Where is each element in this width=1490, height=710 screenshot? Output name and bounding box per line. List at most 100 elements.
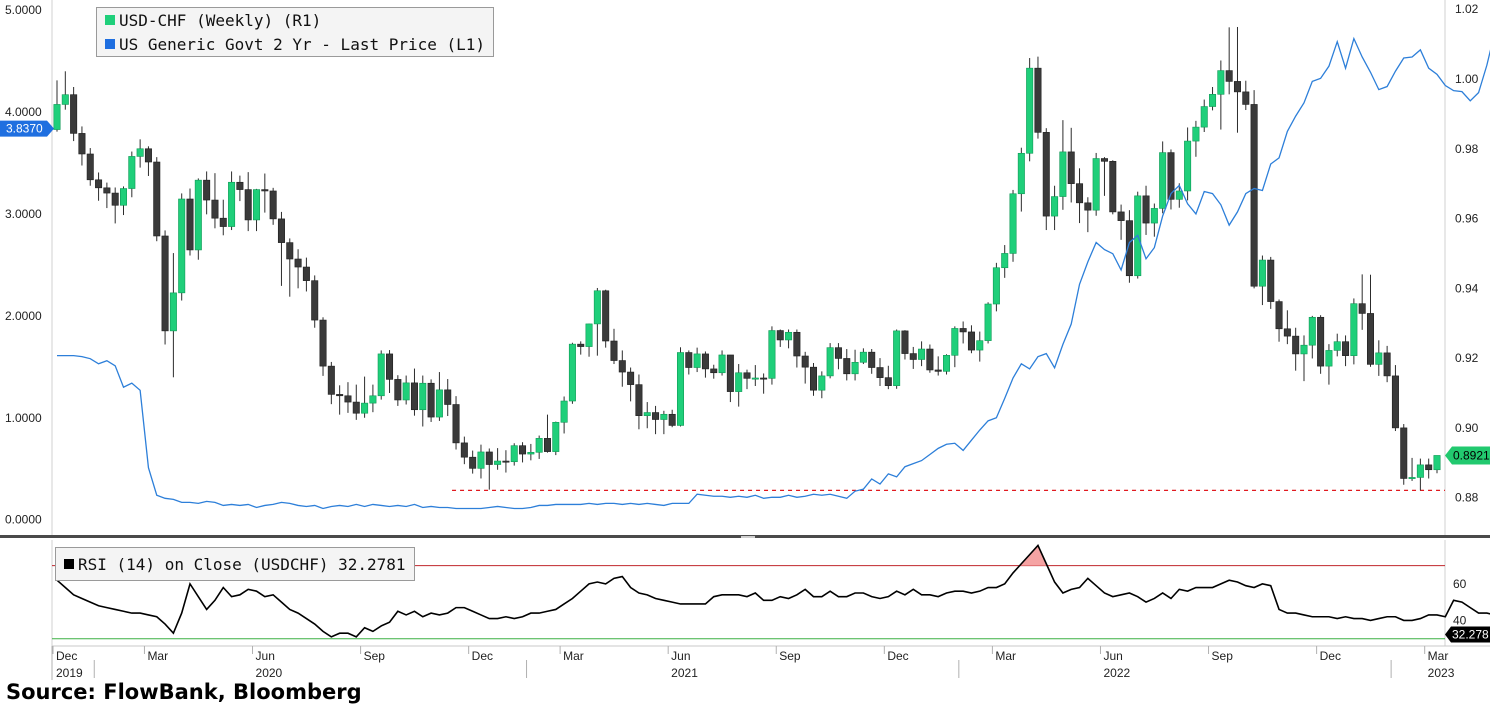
- candle: [1109, 160, 1117, 215]
- candle-body-down: [810, 366, 818, 391]
- year-tick-label: 2021: [671, 666, 698, 680]
- candle-body-down: [843, 358, 851, 375]
- candle: [336, 385, 344, 415]
- candle-body-up: [1217, 70, 1225, 95]
- candle: [1159, 141, 1167, 214]
- candle-body-down: [1317, 316, 1325, 367]
- year-tick-label: 2022: [1103, 666, 1130, 680]
- x-axis: Dec Mar Jun Sep Dec Mar Jun Sep Dec Mar Jun Sep Dec M…: [51, 646, 1455, 680]
- right-tick-label: 0.98: [1455, 142, 1479, 156]
- candle: [1200, 99, 1208, 133]
- candle: [760, 373, 768, 394]
- candle-body-up: [676, 352, 684, 426]
- candle-body-up: [377, 353, 385, 397]
- candle-body-up: [851, 361, 859, 375]
- candle-body-down: [1358, 303, 1366, 314]
- candle-body-down: [344, 395, 352, 403]
- candle-body-up: [1009, 193, 1017, 254]
- candle: [103, 182, 111, 209]
- left-last-value-label: 3.8370: [6, 122, 43, 136]
- candle-body-down: [1400, 427, 1408, 479]
- candle-body-down: [1233, 81, 1241, 93]
- candle: [934, 356, 942, 376]
- candle-body-up: [361, 402, 369, 414]
- candle: [144, 146, 152, 176]
- candle: [1142, 185, 1150, 235]
- candle: [810, 362, 818, 396]
- candle: [136, 139, 144, 168]
- candle: [95, 172, 103, 201]
- candle-body-down: [685, 352, 693, 368]
- candle-body-down: [1034, 67, 1042, 133]
- candle: [1184, 127, 1192, 201]
- candle: [1283, 310, 1291, 345]
- candle: [918, 341, 926, 367]
- candle-body-down: [1283, 328, 1291, 337]
- candle-body-down: [1042, 132, 1050, 217]
- candle: [460, 436, 468, 465]
- candle: [1358, 274, 1366, 330]
- candle-body-down: [1109, 161, 1117, 213]
- candle: [111, 187, 119, 224]
- candle-body-up: [593, 290, 601, 325]
- candle-body-down: [1125, 220, 1133, 277]
- candle-body-down: [1076, 183, 1084, 204]
- candle: [710, 364, 718, 379]
- candle: [1100, 157, 1108, 196]
- right-tick-label: 0.92: [1455, 351, 1479, 365]
- candle-body-down: [1250, 104, 1258, 287]
- candle-body-down: [452, 404, 460, 444]
- candle-body-down: [876, 367, 884, 378]
- candle-body-up: [1258, 259, 1266, 287]
- candle-body-up: [53, 104, 61, 130]
- candle-body-down: [602, 290, 610, 342]
- legend-label-usdchf: USD-CHF (Weekly) (R1): [119, 10, 322, 30]
- candle-body-up: [693, 353, 701, 368]
- candle-body-down: [701, 353, 709, 370]
- candle-body-down: [153, 161, 161, 237]
- candle-body-down: [410, 382, 418, 411]
- candle: [1067, 127, 1075, 203]
- candle-body-down: [336, 394, 344, 397]
- candle-body-down: [543, 438, 551, 452]
- candle-body-up: [859, 351, 867, 363]
- panel-divider-handle: [741, 536, 755, 538]
- legend-swatch-usdchf: [105, 15, 115, 25]
- candle-body-up: [402, 382, 410, 401]
- candle: [543, 414, 551, 453]
- candle-body-up: [1433, 455, 1441, 471]
- candle-body-down: [1366, 313, 1374, 365]
- left-tick-label: 0.0000: [5, 513, 42, 527]
- right-last-value-marker: [1445, 446, 1490, 465]
- candle-body-up: [992, 267, 1000, 305]
- candle-body-down: [485, 451, 493, 465]
- candle: [86, 148, 94, 186]
- candle-body-up: [735, 372, 743, 392]
- candle: [402, 375, 410, 405]
- candle: [228, 171, 236, 231]
- month-tick-label: Mar: [563, 649, 584, 663]
- candle: [427, 379, 435, 422]
- price-panel: 5.0000 4.0000 3.0000 2.0000 1.0000 0.0000 1.02…: [0, 0, 1490, 538]
- candle: [643, 402, 651, 429]
- candle-body-up: [785, 331, 793, 341]
- candle: [735, 364, 743, 407]
- candle: [1125, 210, 1133, 283]
- candle-body-down: [1242, 91, 1250, 105]
- candle: [568, 342, 576, 404]
- candle: [859, 348, 867, 365]
- candle: [1267, 256, 1275, 309]
- candle-body-down: [444, 389, 452, 405]
- candle-body-up: [1001, 253, 1009, 269]
- candle-body-down: [1167, 152, 1175, 200]
- candle: [78, 126, 86, 166]
- month-tick-label: Mar: [995, 649, 1016, 663]
- candle: [635, 374, 643, 430]
- candle-body-down: [352, 401, 360, 414]
- candle: [477, 444, 485, 479]
- candle-body-up: [1175, 190, 1183, 200]
- candle: [851, 349, 859, 381]
- candle: [377, 350, 385, 400]
- candle: [61, 71, 69, 110]
- year-tick-label: 2020: [256, 666, 283, 680]
